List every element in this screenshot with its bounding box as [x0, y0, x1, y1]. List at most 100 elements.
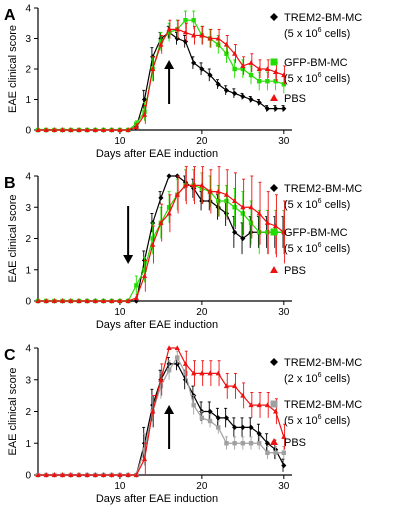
data-point: [223, 41, 230, 47]
data-point: [100, 298, 107, 303]
data-point: [240, 63, 246, 68]
data-point: [207, 418, 213, 424]
data-point: [125, 127, 131, 132]
data-point: [141, 96, 148, 103]
x-tick-label: 30: [278, 307, 290, 318]
data-point: [232, 198, 238, 203]
data-point: [141, 111, 148, 117]
legend-entry-name: TREM2-BM-MC: [284, 357, 362, 369]
y-tick-label: 2: [25, 407, 31, 418]
data-point: [150, 236, 155, 241]
data-point: [133, 472, 139, 477]
data-point: [133, 295, 139, 300]
data-point: [183, 18, 188, 23]
y-tick-label: 4: [25, 172, 31, 183]
data-point: [166, 210, 172, 216]
series-line: [38, 347, 285, 476]
data-point: [223, 383, 230, 389]
x-tick-label: 30: [278, 136, 290, 147]
data-point: [281, 72, 287, 78]
data-point: [240, 93, 246, 100]
legend-entry-name: TREM2-BM-MC: [284, 12, 362, 24]
data-point: [216, 198, 221, 204]
data-point: [232, 66, 237, 72]
data-point: [35, 472, 41, 477]
legend-entry-name: TREM2-BM-MC: [284, 399, 362, 411]
data-point: [158, 383, 164, 389]
data-point: [133, 124, 139, 129]
data-point: [240, 211, 246, 216]
legend-entry-dose: (2 x 106 cells): [284, 372, 350, 385]
data-point: [84, 472, 90, 477]
legend-entry-dose: (5 x 106 cells): [284, 242, 350, 255]
data-point: [182, 29, 189, 35]
legend-entry-name: PBS: [284, 93, 306, 105]
x-axis-label: Days after EAE induction: [96, 319, 218, 331]
chart-panel-c: C 0 1 2 3 4 10 20 30 Days after EAE induction EAE …: [4, 344, 362, 506]
legend-marker: [270, 58, 278, 66]
arrow-head: [164, 405, 175, 414]
data-point: [166, 205, 172, 210]
data-point: [265, 450, 270, 455]
data-point: [125, 472, 131, 477]
data-point: [68, 298, 74, 303]
data-point: [232, 205, 237, 210]
data-point: [117, 127, 123, 132]
data-point: [248, 60, 254, 65]
series-square-1: [35, 10, 287, 133]
panel-letter: A: [4, 7, 16, 24]
data-point: [257, 230, 262, 235]
panel-letter: B: [4, 175, 16, 192]
data-point: [215, 35, 221, 41]
data-point: [92, 472, 98, 477]
data-point: [223, 87, 230, 93]
x-tick-label: 10: [114, 481, 126, 492]
data-point: [273, 450, 278, 455]
data-point: [51, 298, 57, 303]
series-line: [38, 184, 284, 302]
data-point: [240, 235, 246, 242]
data-point: [175, 355, 180, 360]
y-axis-label: EAE clinical score: [7, 367, 19, 455]
data-point: [109, 298, 115, 303]
data-point: [240, 441, 246, 446]
y-tick-label: 1: [25, 95, 31, 106]
x-axis-label: Days after EAE induction: [96, 148, 218, 160]
legend-entry-dose: (5 x 106 cells): [284, 414, 350, 427]
data-point: [174, 345, 180, 350]
chart-panel-a: A 0 1 2 3 4 10 20 30 Days after EAE induction EAE …: [4, 4, 362, 161]
data-point: [232, 90, 238, 96]
data-point: [232, 441, 237, 446]
data-point: [166, 345, 172, 350]
data-point: [158, 195, 164, 201]
data-point: [150, 241, 156, 247]
legend-marker: [270, 400, 278, 408]
data-point: [232, 383, 238, 389]
legend: TREM2-BM-MC (5 x 106 cells) GFP-BM-MC (5 x …: [270, 12, 362, 105]
data-point: [134, 283, 139, 288]
data-point: [141, 273, 148, 278]
data-point: [84, 298, 90, 303]
data-point: [191, 370, 197, 376]
data-point: [191, 60, 197, 66]
data-point: [59, 298, 66, 303]
data-point: [264, 66, 271, 71]
legend-entry-name: GFP-BM-MC: [284, 227, 348, 239]
data-point: [76, 298, 82, 303]
series-triangle-2: [35, 345, 287, 477]
data-point: [257, 441, 262, 446]
data-point: [43, 472, 49, 477]
x-tick-label: 10: [114, 307, 126, 318]
data-point: [223, 415, 230, 421]
legend-marker: [270, 358, 278, 366]
data-point: [183, 371, 188, 376]
data-point: [59, 127, 66, 132]
legend: TREM2-BM-MC (2 x 106 cells) TREM2-BM-MC (5 …: [270, 357, 362, 449]
data-point: [281, 106, 287, 112]
data-point: [51, 127, 57, 132]
arrow-head: [164, 60, 175, 69]
data-point: [182, 361, 189, 366]
data-point: [174, 191, 180, 197]
series-triangle-2: [35, 166, 287, 303]
data-point: [224, 441, 229, 446]
